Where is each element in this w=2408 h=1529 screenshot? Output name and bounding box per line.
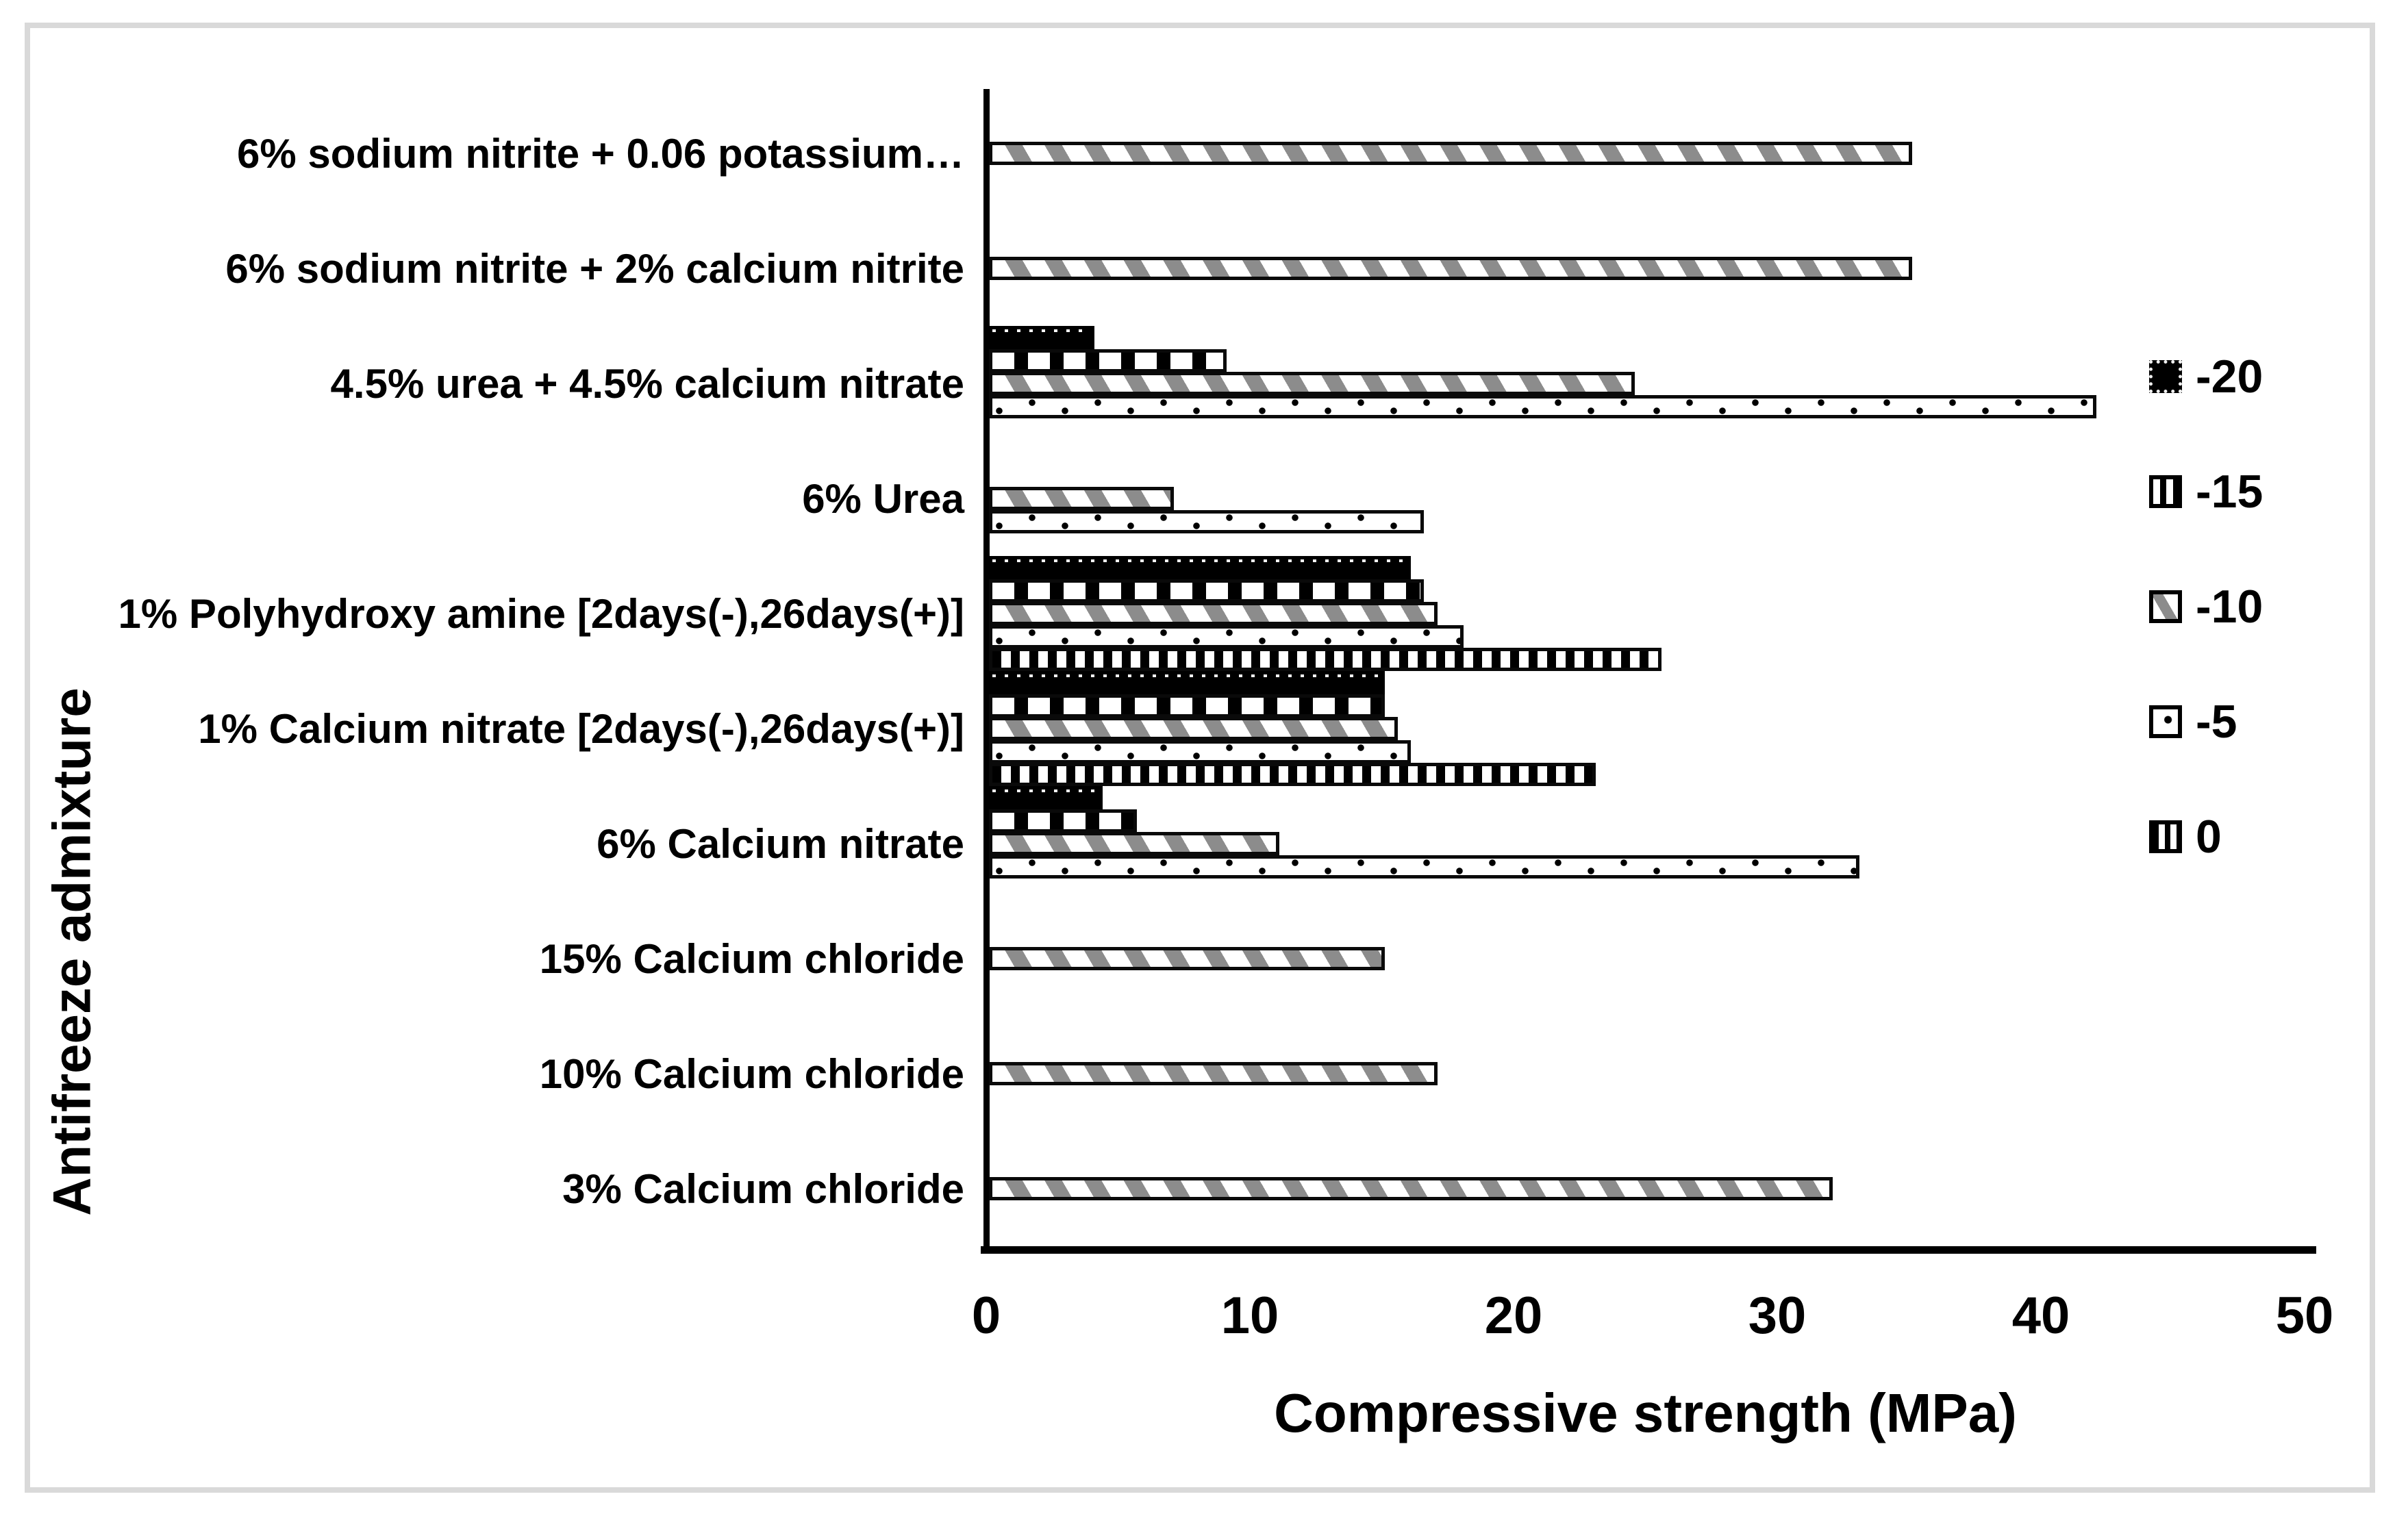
bar-cat4-series-15	[989, 579, 1424, 603]
bar-cat1-series-10	[989, 257, 1912, 280]
x-axis-line	[981, 1246, 2316, 1254]
x-tick-50: 50	[2275, 1287, 2334, 1345]
legend-item--20: -20	[2149, 351, 2263, 403]
bar-cat9-series-10	[989, 1177, 1833, 1200]
category-label-9: 3% Calcium chloride	[562, 1165, 964, 1212]
category-label-5: 1% Calcium nitrate [2days(-),26days(+)]	[198, 705, 964, 752]
legend-label--20: -20	[2196, 351, 2263, 403]
x-tick-20: 20	[1484, 1287, 1543, 1345]
bar-cat5-series-5	[989, 740, 1411, 763]
bar-cat7-series-10	[989, 947, 1385, 970]
bar-cat2-series-10	[989, 372, 1635, 395]
legend-swatch--20	[2149, 360, 2182, 393]
legend-label--15: -15	[2196, 466, 2263, 518]
bar-cat2-series-20	[989, 326, 1094, 349]
bar-cat0-series-10	[989, 142, 1912, 165]
bar-cat4-series-10	[989, 602, 1438, 625]
bar-cat6-series-10	[989, 832, 1279, 855]
category-label-6: 6% Calcium nitrate	[597, 820, 964, 867]
bar-cat5-series-20	[989, 671, 1385, 694]
bar-cat5-series0	[989, 763, 1596, 786]
x-tick-30: 30	[1748, 1287, 1807, 1345]
bar-cat3-series-10	[989, 487, 1174, 510]
bar-cat5-series-15	[989, 694, 1385, 718]
bar-cat8-series-10	[989, 1062, 1438, 1085]
y-axis-line	[983, 89, 990, 1253]
legend-label-0: 0	[2196, 811, 2222, 863]
category-label-8: 10% Calcium chloride	[539, 1050, 964, 1097]
x-tick-10: 10	[1220, 1287, 1279, 1345]
bar-cat6-series-15	[989, 809, 1137, 833]
category-label-3: 6% Urea	[802, 475, 964, 522]
category-label-2: 4.5% urea + 4.5% calcium nitrate	[330, 360, 964, 407]
legend-label--10: -10	[2196, 581, 2263, 633]
legend-item--15: -15	[2149, 466, 2263, 518]
category-label-1: 6% sodium nitrite + 2% calcium nitrite	[225, 245, 964, 292]
legend-swatch-0	[2149, 820, 2182, 853]
bar-cat2-series-15	[989, 349, 1227, 372]
x-tick-40: 40	[2011, 1287, 2070, 1345]
figure-border	[25, 23, 2375, 1493]
legend-item--5: -5	[2149, 696, 2237, 748]
bar-cat4-series0	[989, 648, 1661, 671]
bar-cat4-series-5	[989, 625, 1464, 648]
bar-cat6-series-20	[989, 786, 1103, 809]
category-label-4: 1% Polyhydroxy amine [2days(-),26days(+)…	[118, 590, 964, 637]
bar-cat2-series-5	[989, 395, 2096, 418]
category-label-0: 6% sodium nitrite + 0.06 potassium…	[237, 130, 964, 177]
legend-item--10: -10	[2149, 581, 2263, 633]
bar-cat3-series-5	[989, 510, 1424, 533]
bar-cat5-series-10	[989, 717, 1398, 740]
x-tick-0: 0	[971, 1287, 1001, 1345]
x-axis-title: Compressive strength (MPa)	[1274, 1382, 2017, 1443]
legend-swatch--15	[2149, 475, 2182, 508]
category-label-7: 15% Calcium chloride	[539, 935, 964, 982]
bar-cat6-series-5	[989, 855, 1859, 879]
legend-item-0: 0	[2149, 811, 2222, 863]
bar-cat4-series-20	[989, 556, 1411, 579]
legend-swatch--5	[2149, 705, 2182, 738]
legend-swatch--10	[2149, 590, 2182, 623]
legend-label--5: -5	[2196, 696, 2237, 748]
